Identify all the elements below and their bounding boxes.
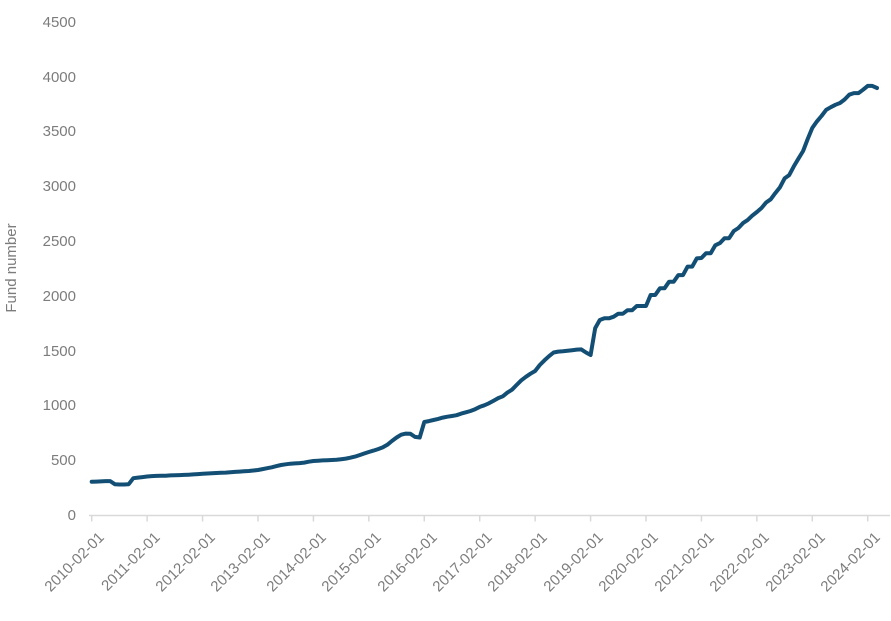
y-tick-label: 500 <box>50 452 76 470</box>
y-tick-label: 3500 <box>42 123 76 141</box>
y-tick-label: 2500 <box>42 233 76 250</box>
y-tick-label: 2000 <box>42 287 76 305</box>
y-tick-label: 1500 <box>42 342 76 360</box>
y-tick-label: 4000 <box>42 68 76 86</box>
y-tick-label: 3000 <box>42 178 76 196</box>
y-tick-label: 1000 <box>42 397 76 415</box>
fund-number-line-series <box>89 83 879 487</box>
y-tick-label: 4500 <box>42 13 76 31</box>
y-axis-title: Fund number <box>3 223 20 313</box>
y-tick-label: 0 <box>67 507 76 524</box>
